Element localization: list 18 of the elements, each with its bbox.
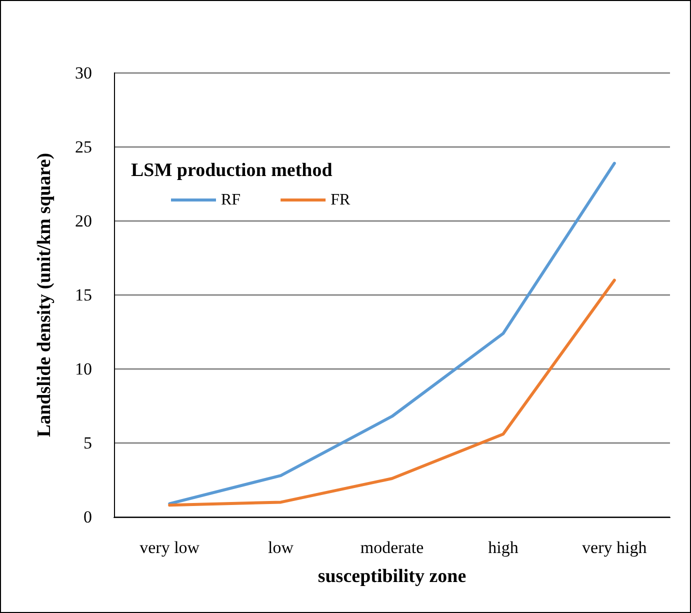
y-tick-label: 30 bbox=[75, 64, 92, 82]
y-tick-label: 0 bbox=[84, 508, 92, 526]
y-tick-label: 15 bbox=[75, 286, 92, 304]
x-tick-label: moderate bbox=[360, 538, 424, 557]
y-tick-label: 10 bbox=[75, 360, 92, 378]
x-tick-label: very low bbox=[140, 538, 200, 557]
legend-label: FR bbox=[330, 192, 350, 208]
y-tick-label: 25 bbox=[75, 138, 92, 156]
x-tick-label: low bbox=[268, 538, 294, 557]
x-tick-label: high bbox=[488, 538, 519, 557]
legend-title: LSM production method bbox=[131, 160, 333, 181]
y-tick-label: 5 bbox=[84, 434, 92, 452]
x-axis-title: susceptibility zone bbox=[318, 566, 466, 587]
line-series bbox=[168, 278, 616, 507]
legend-label: RF bbox=[221, 192, 241, 208]
x-tick-label: very high bbox=[582, 538, 648, 557]
y-tick-label: 20 bbox=[75, 212, 92, 230]
y-axis-title: Landslide density (unit/km square) bbox=[34, 152, 55, 438]
